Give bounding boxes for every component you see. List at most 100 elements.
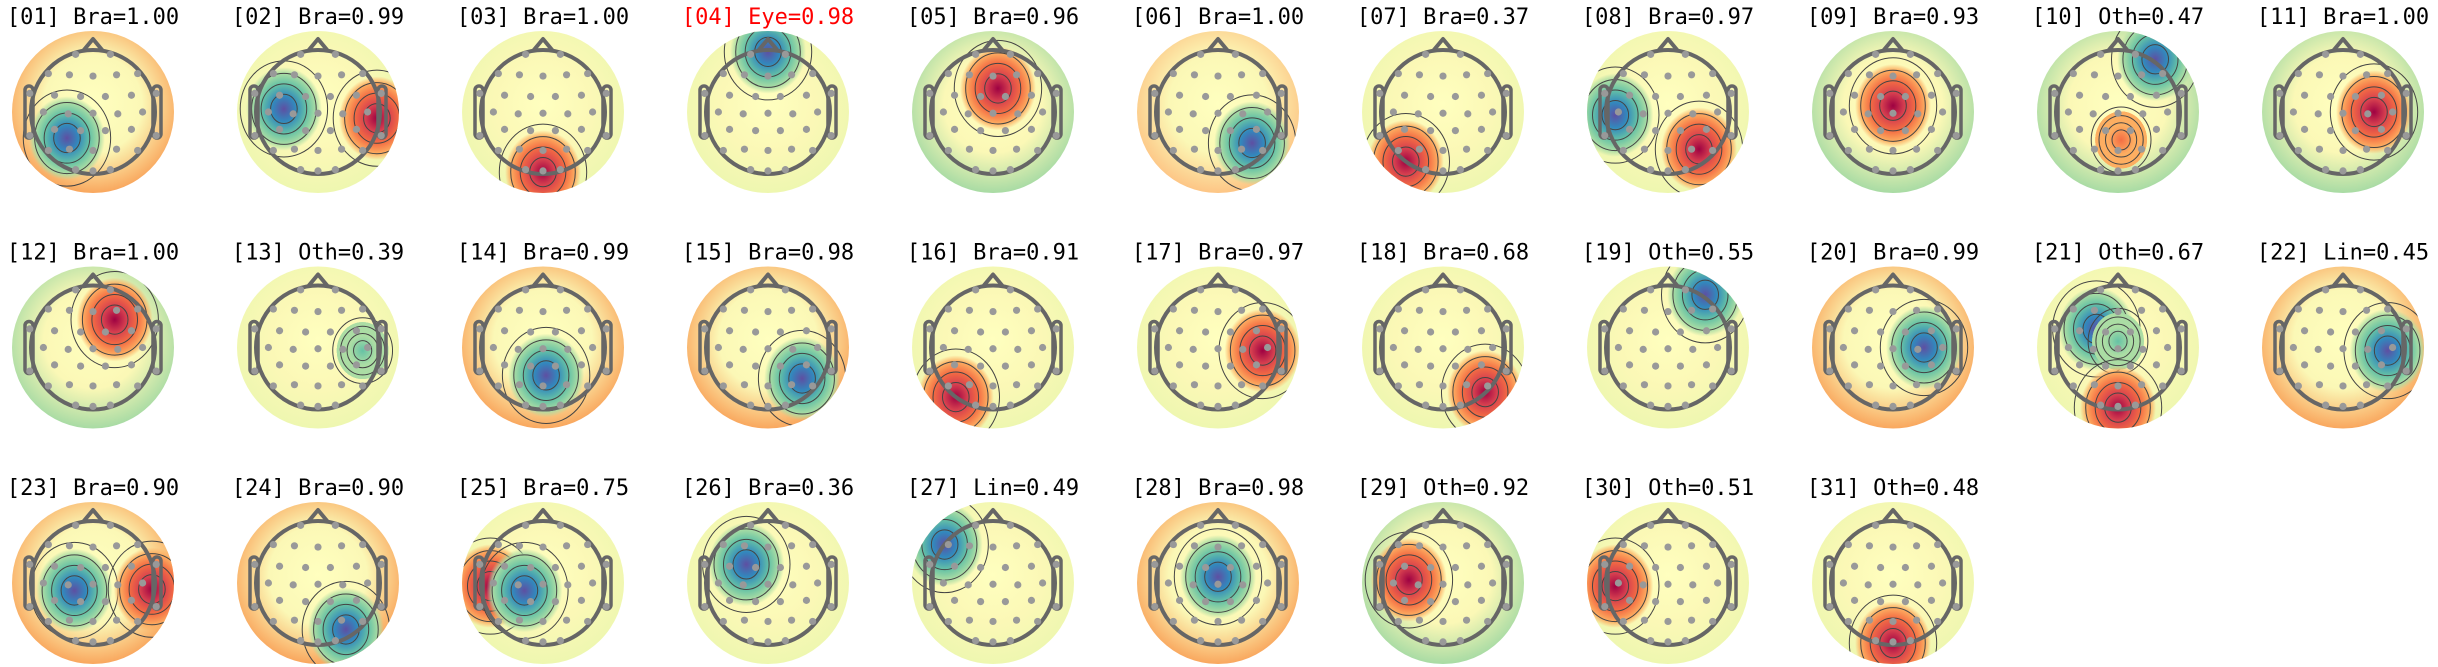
electrode xyxy=(359,382,367,390)
electrode xyxy=(564,345,572,353)
electrode xyxy=(72,50,80,58)
electrode xyxy=(1664,345,1672,353)
component-06: [06] Bra=1.00 xyxy=(1132,5,1304,193)
electrode xyxy=(701,325,709,333)
electrode xyxy=(1259,146,1267,155)
electrode xyxy=(1664,543,1672,551)
electrode xyxy=(264,579,272,587)
electrode xyxy=(1872,50,1880,58)
electrode xyxy=(500,125,509,133)
electrode xyxy=(1484,382,1492,390)
electrode xyxy=(977,563,985,572)
electrode xyxy=(1901,598,1909,606)
electrode xyxy=(1676,563,1684,572)
electrode xyxy=(2177,367,2185,375)
electrode xyxy=(1422,401,1430,409)
negative-peak xyxy=(2349,308,2424,393)
positive-peak xyxy=(2336,70,2412,154)
electrode xyxy=(1652,127,1660,135)
electrode xyxy=(2339,72,2347,80)
electrode xyxy=(1239,110,1247,118)
electrode xyxy=(1027,596,1036,604)
electrode xyxy=(2322,166,2330,174)
electrode xyxy=(1727,325,1735,333)
electrode xyxy=(1394,146,1402,155)
electrode xyxy=(1151,367,1159,375)
electrode xyxy=(539,72,547,80)
electrode xyxy=(1014,110,1022,118)
electrode xyxy=(740,306,749,314)
electrode xyxy=(1175,361,1184,369)
electrode xyxy=(2351,127,2359,135)
electrode xyxy=(2159,305,2167,313)
electrode xyxy=(1001,563,1010,572)
electrode xyxy=(2114,109,2122,117)
contour-line xyxy=(2085,371,2151,429)
electrode xyxy=(2137,306,2146,314)
electrode xyxy=(1865,616,1874,624)
electrode xyxy=(1259,382,1267,390)
electrode xyxy=(1826,367,1834,375)
electrode xyxy=(101,362,109,370)
electrode xyxy=(1689,581,1697,589)
electrode xyxy=(714,343,723,352)
positive-peak xyxy=(1855,64,1931,148)
contour-line xyxy=(491,554,558,627)
electrode xyxy=(539,345,547,353)
component-24: [24] Bra=0.90 xyxy=(232,476,404,664)
electrode xyxy=(1865,381,1874,389)
electrode xyxy=(377,131,385,140)
electrode xyxy=(2362,145,2371,153)
electrode xyxy=(747,637,755,645)
electrode xyxy=(2102,362,2110,370)
electrode xyxy=(77,362,85,370)
electrode xyxy=(1415,616,1424,624)
electrode xyxy=(251,602,259,611)
contour-line xyxy=(2095,316,2141,367)
electrode xyxy=(101,328,109,336)
contour-line xyxy=(1910,332,1938,363)
electrode xyxy=(1906,286,1914,294)
electrode xyxy=(739,345,747,353)
electrode xyxy=(740,381,749,389)
electrode xyxy=(944,146,952,155)
electrode xyxy=(1681,286,1689,294)
contour-line xyxy=(53,122,81,154)
electrode xyxy=(44,305,52,313)
nose-outline xyxy=(1656,37,1680,53)
electrode xyxy=(127,125,136,133)
contour-line xyxy=(778,352,826,405)
electrode xyxy=(106,166,114,174)
electrode xyxy=(2126,92,2134,101)
electrode xyxy=(1625,361,1634,369)
electrode xyxy=(1169,146,1177,155)
electrode xyxy=(2051,131,2059,140)
nose-outline xyxy=(306,272,330,288)
electrode xyxy=(781,401,789,409)
electrode xyxy=(739,110,747,118)
electrode xyxy=(1231,637,1239,645)
electrode xyxy=(2159,69,2167,78)
electrode xyxy=(1197,401,1205,409)
electrode xyxy=(106,637,114,645)
electrode xyxy=(152,325,160,333)
electrode xyxy=(1702,125,1711,133)
electrode xyxy=(127,91,136,99)
electrode xyxy=(352,125,361,133)
electrode xyxy=(1681,521,1689,529)
electrode xyxy=(781,521,789,529)
electrode xyxy=(326,563,334,572)
electrode xyxy=(1927,562,1936,570)
contour-line xyxy=(2373,335,2402,366)
electrode xyxy=(515,381,524,389)
electrode xyxy=(1237,616,1246,624)
electrode xyxy=(989,109,997,117)
electrode xyxy=(1001,127,1010,135)
electrode xyxy=(89,382,97,390)
electrode xyxy=(1052,131,1060,140)
electrode xyxy=(1190,145,1199,153)
electrode xyxy=(556,286,564,294)
electrode xyxy=(500,327,509,335)
electrode xyxy=(2276,89,2284,97)
electrode xyxy=(326,362,334,370)
